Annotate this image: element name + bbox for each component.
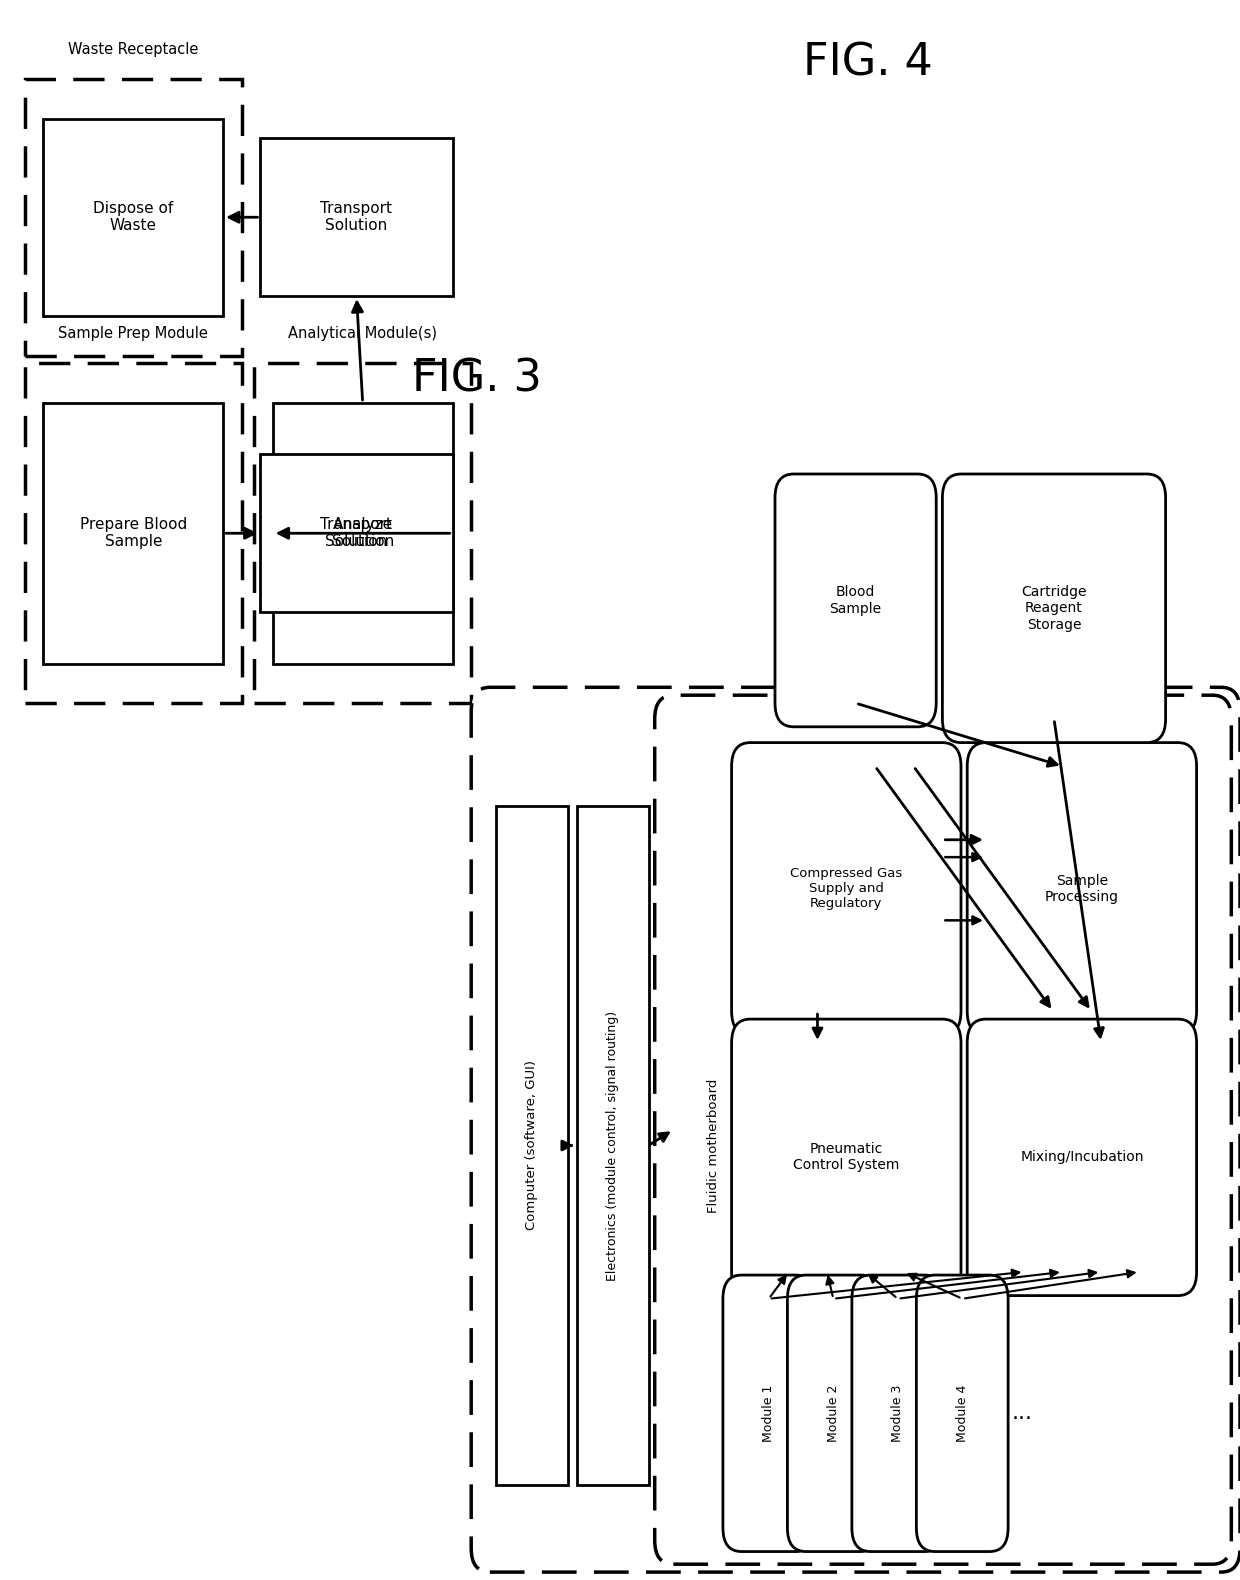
Text: FIG. 3: FIG. 3 — [413, 357, 542, 401]
Text: Analyze
Solution: Analyze Solution — [331, 517, 394, 550]
FancyBboxPatch shape — [787, 1275, 879, 1552]
Text: Electronics (module control, signal routing): Electronics (module control, signal rout… — [606, 1011, 619, 1280]
FancyBboxPatch shape — [254, 363, 471, 703]
FancyBboxPatch shape — [967, 743, 1197, 1035]
FancyBboxPatch shape — [273, 403, 453, 664]
Text: Module 4: Module 4 — [956, 1384, 968, 1443]
FancyBboxPatch shape — [496, 806, 568, 1485]
FancyBboxPatch shape — [25, 363, 242, 703]
Text: Module 3: Module 3 — [892, 1384, 904, 1443]
Text: Module 2: Module 2 — [827, 1384, 839, 1443]
Text: Cartridge
Reagent
Storage: Cartridge Reagent Storage — [1022, 585, 1086, 632]
Text: Sample
Processing: Sample Processing — [1045, 874, 1118, 904]
FancyBboxPatch shape — [916, 1275, 1008, 1552]
FancyBboxPatch shape — [260, 455, 453, 613]
Text: Module 1: Module 1 — [763, 1384, 775, 1443]
FancyBboxPatch shape — [852, 1275, 944, 1552]
Text: Pneumatic
Control System: Pneumatic Control System — [794, 1142, 899, 1172]
Text: Blood
Sample: Blood Sample — [830, 585, 882, 616]
FancyBboxPatch shape — [775, 474, 936, 727]
FancyBboxPatch shape — [942, 474, 1166, 743]
Text: Dispose of
Waste: Dispose of Waste — [93, 201, 174, 234]
Text: Waste Receptacle: Waste Receptacle — [68, 43, 198, 57]
FancyBboxPatch shape — [471, 687, 1240, 1572]
FancyBboxPatch shape — [655, 695, 1231, 1564]
FancyBboxPatch shape — [732, 1019, 961, 1296]
Text: FIG. 4: FIG. 4 — [804, 41, 932, 85]
Text: Computer (software, GUI): Computer (software, GUI) — [526, 1060, 538, 1231]
Text: Sample Prep Module: Sample Prep Module — [58, 327, 208, 341]
FancyBboxPatch shape — [723, 1275, 815, 1552]
Text: Fluidic motherboard: Fluidic motherboard — [707, 1078, 720, 1213]
Text: Transport
Solution: Transport Solution — [320, 517, 393, 550]
FancyBboxPatch shape — [25, 79, 242, 356]
FancyBboxPatch shape — [43, 118, 223, 316]
FancyBboxPatch shape — [260, 139, 453, 297]
Text: Mixing/Incubation: Mixing/Incubation — [1021, 1150, 1143, 1164]
FancyBboxPatch shape — [732, 743, 961, 1035]
Text: Transport
Solution: Transport Solution — [320, 201, 393, 234]
Text: ...: ... — [1012, 1403, 1032, 1424]
Text: Prepare Blood
Sample: Prepare Blood Sample — [79, 517, 187, 550]
Text: Compressed Gas
Supply and
Regulatory: Compressed Gas Supply and Regulatory — [790, 867, 903, 910]
Text: Analytical Module(s): Analytical Module(s) — [288, 327, 438, 341]
FancyBboxPatch shape — [967, 1019, 1197, 1296]
FancyBboxPatch shape — [577, 806, 649, 1485]
FancyBboxPatch shape — [43, 403, 223, 664]
